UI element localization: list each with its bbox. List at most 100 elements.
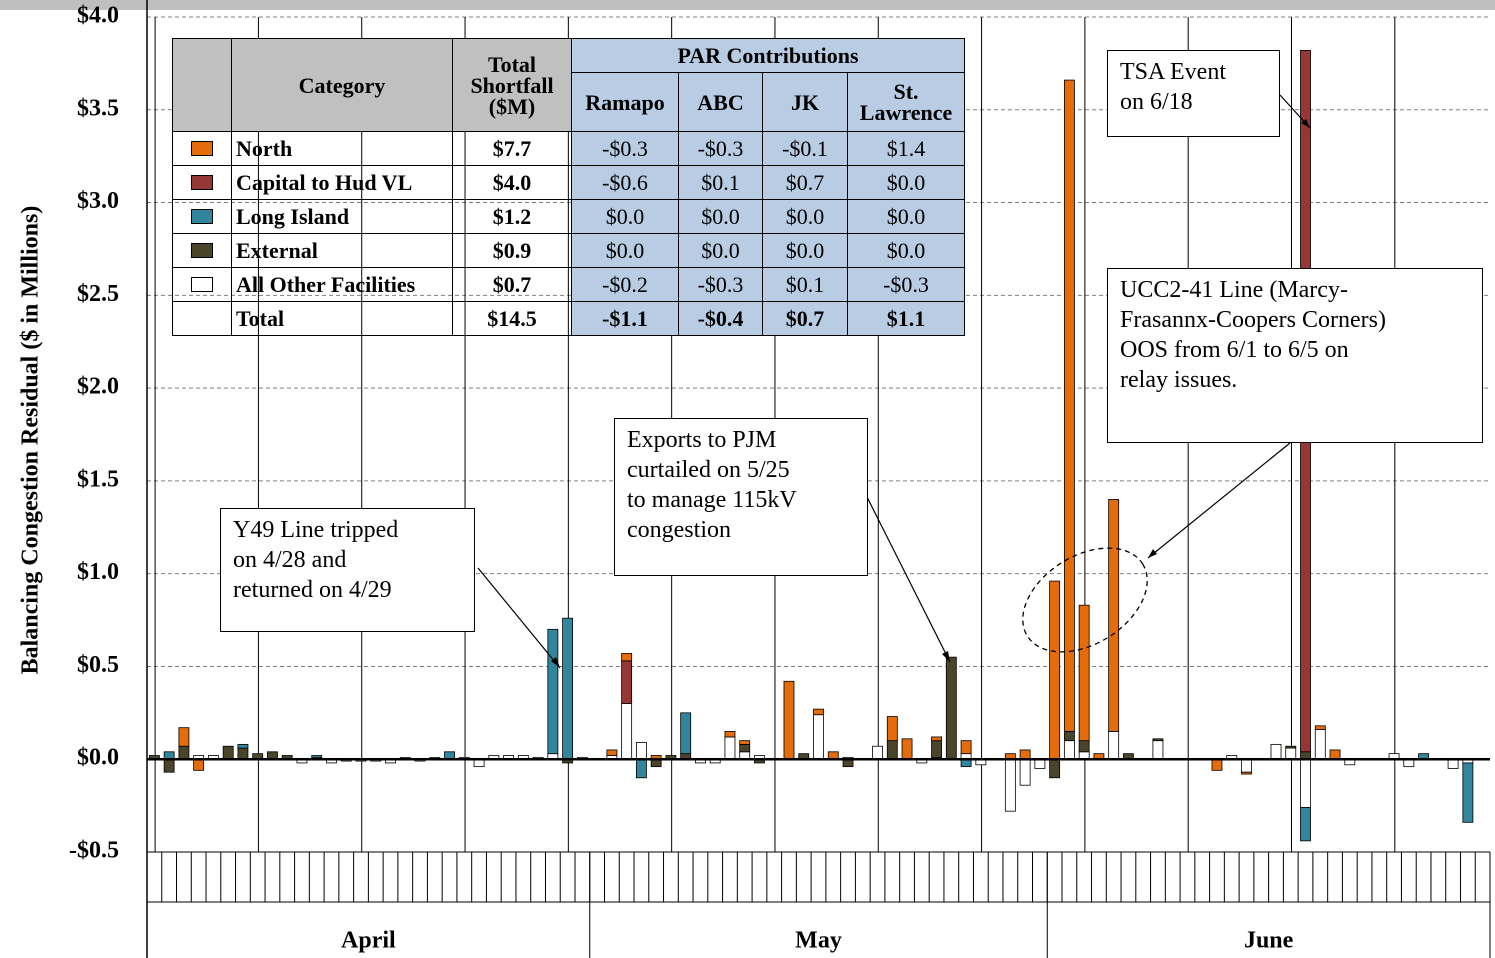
bar <box>680 712 692 755</box>
table-cell <box>172 301 232 336</box>
bar <box>813 708 824 716</box>
table-cell: $1.4 <box>847 131 965 166</box>
table-cell: $0.0 <box>678 233 763 268</box>
bar <box>635 742 647 760</box>
table-cell: -$0.2 <box>571 267 679 302</box>
bar <box>237 743 249 749</box>
bar <box>1314 729 1326 760</box>
legend-cell <box>172 233 232 268</box>
legend-swatch <box>191 209 213 224</box>
y-tick-label: $2.0 <box>77 374 119 400</box>
bar <box>606 749 618 756</box>
table-cell: $0.0 <box>762 199 848 234</box>
summary-table: Category Total Shortfall ($M) PAR Contribu… <box>172 38 965 336</box>
bar <box>1063 79 1075 732</box>
bar <box>931 740 942 758</box>
table-cell: $0.7 <box>762 301 848 336</box>
arrow <box>477 567 561 669</box>
bar <box>945 656 957 760</box>
table-cell: $0.7 <box>452 267 572 302</box>
legend-cell <box>172 165 232 200</box>
bar <box>1285 747 1297 760</box>
bar <box>1329 749 1341 760</box>
bar <box>1108 499 1120 732</box>
bar <box>1447 758 1459 769</box>
arrow-head <box>1148 549 1157 558</box>
table-cell: $0.0 <box>678 199 763 234</box>
bar <box>621 703 633 760</box>
bar <box>783 680 795 760</box>
header-cell: Category <box>231 38 453 132</box>
bar <box>1314 725 1326 730</box>
table-cell: -$0.3 <box>847 267 965 302</box>
annotation: Exports to PJM curtailed on 5/25 to mana… <box>614 418 868 576</box>
table-cell: $0.7 <box>762 165 848 200</box>
bar <box>1063 730 1075 742</box>
legend-label: All Other Facilities <box>231 267 453 302</box>
header-cell: JK <box>762 72 848 132</box>
table-cell: $0.1 <box>678 165 763 200</box>
legend-cell <box>172 131 232 166</box>
header-cell <box>172 38 232 132</box>
y-tick-label: $0.0 <box>77 745 119 771</box>
bar <box>1285 745 1297 749</box>
y-tick-label: -$0.5 <box>69 838 119 864</box>
bar <box>1078 604 1090 742</box>
table-cell: $4.0 <box>452 165 572 200</box>
highlight-ellipse <box>1022 547 1148 653</box>
legend-swatch <box>191 175 213 190</box>
table-row: External $0.9 $0.0 $0.0 $0.0 $0.0 <box>172 233 965 268</box>
y-tick-label: $1.5 <box>77 466 119 492</box>
table-cell: -$0.1 <box>762 131 848 166</box>
table-cell: $0.0 <box>571 233 679 268</box>
table-cell: $0.0 <box>847 165 965 200</box>
bar <box>178 745 190 760</box>
bar <box>1034 758 1046 769</box>
table-cell: Total <box>231 301 453 336</box>
bar <box>1241 771 1252 775</box>
bar <box>739 743 751 753</box>
y-tick-label: $1.0 <box>77 559 119 585</box>
bar <box>1300 807 1311 842</box>
table-cell: $0.0 <box>571 199 679 234</box>
legend-label: Long Island <box>231 199 453 234</box>
bar <box>1241 758 1252 773</box>
legend-cell <box>172 267 232 302</box>
y-tick-label: $3.0 <box>77 188 119 214</box>
y-tick-label: $4.0 <box>77 3 119 29</box>
legend-cell <box>172 199 232 234</box>
annotation: UCC2-41 Line (Marcy- Frasannx-Coopers Co… <box>1107 268 1483 443</box>
table-cell: $0.9 <box>452 233 572 268</box>
arrow-head <box>942 651 950 662</box>
bar <box>237 747 249 760</box>
bar <box>1211 758 1223 771</box>
legend-swatch <box>191 277 213 292</box>
table-row: All Other Facilities $0.7 -$0.2 -$0.3 $0.1 -$… <box>172 267 965 302</box>
table-cell: -$0.3 <box>678 267 763 302</box>
bar <box>739 740 751 745</box>
bar <box>724 730 736 738</box>
bar <box>1049 758 1061 779</box>
legend-label: Capital to Hud VL <box>231 165 453 200</box>
legend-label: North <box>231 131 453 166</box>
bar <box>311 755 323 758</box>
month-label: April <box>341 928 396 954</box>
bar <box>1063 740 1075 760</box>
bar <box>1019 749 1031 760</box>
y-tick-label: $0.5 <box>77 652 119 678</box>
table-header-row: Category Total Shortfall ($M) PAR Contribu… <box>172 38 965 132</box>
table-cell: $14.5 <box>452 301 572 336</box>
bar <box>178 727 190 747</box>
header-cell: St. Lawrence <box>847 72 965 132</box>
arrow <box>1147 442 1291 559</box>
bar <box>1049 580 1061 760</box>
bar <box>193 758 205 771</box>
bar <box>547 628 559 755</box>
bar <box>1152 738 1164 742</box>
arrow-head <box>1301 119 1310 128</box>
bar <box>813 714 824 760</box>
table-row: North $7.7 -$0.3 -$0.3 -$0.1 $1.4 <box>172 131 965 166</box>
table-header-row: Ramapo ABC JK St. Lawrence <box>173 72 965 132</box>
legend-swatch <box>191 141 213 156</box>
arrow <box>865 494 951 663</box>
